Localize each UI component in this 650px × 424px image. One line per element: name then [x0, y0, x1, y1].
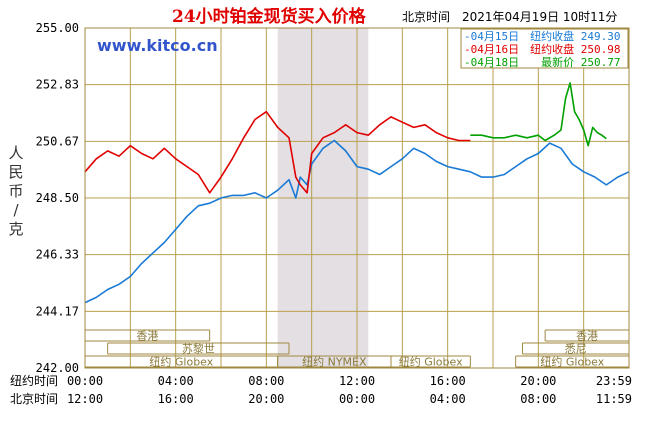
x-tick-ny: 23:59 — [596, 374, 632, 388]
legend-entry: -04月16日 纽约收盘 250.98 — [464, 42, 620, 56]
x-tick-bj: 04:00 — [430, 392, 466, 406]
legend-entry: -04月15日 纽约收盘 249.30 — [464, 29, 620, 43]
y-label-char: 克 — [8, 220, 23, 238]
legend-entry: -04月18日 最新价 250.77 — [464, 55, 620, 69]
legend: -04月15日 纽约收盘 249.30-04月16日 纽约收盘 250.98-0… — [460, 28, 629, 69]
legend-box — [460, 28, 629, 69]
session-label: 悉尼 — [565, 343, 587, 356]
x-tick-ny: 08:00 — [248, 374, 284, 388]
x-tick-bj: 00:00 — [339, 392, 375, 406]
x-tick-ny: 04:00 — [158, 374, 194, 388]
session-label: 香港 — [576, 330, 598, 343]
y-label-char: 民 — [8, 163, 23, 181]
session-label: 纽约 Globex — [149, 355, 213, 369]
x-tick-ny: 00:00 — [67, 374, 103, 388]
x-row1-label: 纽约时间 — [10, 373, 58, 388]
grid-lines — [85, 28, 629, 368]
chart-title: 24小时铂金现货买入价格 — [172, 6, 367, 27]
series-line-04月18日 — [470, 82, 607, 147]
x-tick-bj: 20:00 — [248, 392, 284, 406]
y-tick-label: 255.00 — [36, 21, 79, 35]
series-lines — [84, 82, 630, 304]
series-line-04月16日 — [84, 110, 471, 194]
chart-subtitle: 北京时间 2021年04月19日 10时11分 — [402, 10, 617, 24]
x-tick-ny: 16:00 — [430, 374, 466, 388]
x-axis-ticks: 00:00 04:00 08:00 12:00 16:00 20:00 23:59 12:00… — [67, 374, 632, 406]
x-tick-bj: 16:00 — [158, 392, 194, 406]
x-tick-bj: 08:00 — [520, 392, 556, 406]
y-tick-label: 248.50 — [36, 191, 79, 205]
x-tick-bj: 11:59 — [596, 392, 632, 406]
y-label-char: / — [13, 201, 19, 219]
x-row2-label: 北京时间 — [10, 392, 58, 406]
watermark-text: www.kitco.cn — [97, 36, 218, 55]
session-label: 苏黎世 — [182, 342, 215, 356]
y-tick-label: 252.83 — [36, 78, 79, 92]
session-label: 香港 — [136, 330, 158, 343]
session-label: 纽约 NYMEX — [302, 355, 367, 369]
session-label: 纽约 Globex — [540, 355, 604, 369]
x-tick-ny: 20:00 — [520, 374, 556, 388]
x-tick-bj: 12:00 — [67, 392, 103, 406]
y-axis-ticks: 255.00 252.83 250.67 248.50 246.33 244.17 242.… — [36, 21, 79, 375]
x-tick-ny: 12:00 — [339, 374, 375, 388]
y-axis-label: 人民币/克 — [8, 144, 23, 238]
y-tick-label: 250.67 — [36, 134, 79, 148]
series-line-04月15日 — [84, 139, 630, 304]
y-tick-label: 242.00 — [36, 361, 79, 375]
y-tick-label: 246.33 — [36, 248, 79, 262]
y-label-char: 币 — [8, 182, 23, 200]
y-label-char: 人 — [8, 144, 23, 162]
y-tick-label: 244.17 — [36, 304, 79, 318]
session-label: 纽约 Globex — [399, 355, 463, 369]
